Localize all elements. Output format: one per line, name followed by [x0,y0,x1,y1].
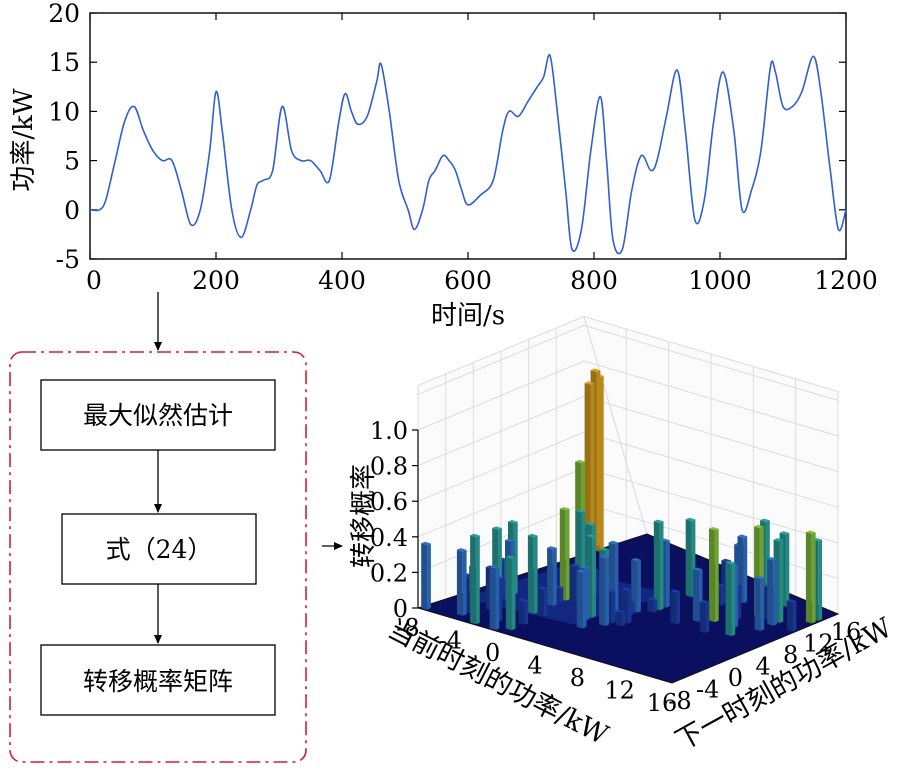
prob-bar [805,530,816,624]
x3-tick-label: -8 [396,614,419,642]
mle-box-label: 最大似然估计 [83,401,233,430]
y3-tick-label: 12 [803,630,834,658]
x-tick-label: 600 [444,266,492,295]
x3-tick-label: -4 [439,627,462,655]
prob-bar [754,575,765,631]
prob-bar [470,533,480,625]
3d-bars [421,368,822,637]
x-tick-label: 1000 [688,266,752,295]
y-tick-label: 20 [48,0,80,28]
prob-bar [699,600,710,633]
x-tick-label: 400 [318,266,366,295]
z-tick-label: 0 [393,595,408,623]
y-tick-label: 0 [64,196,80,225]
y-tick-label: 5 [64,147,80,176]
prob-bar [615,609,626,627]
y3-tick-label: 0 [728,664,743,692]
prob-bar [518,598,529,625]
prob-bar [786,599,797,632]
prob-bar [767,557,777,626]
z-tick-label: 0.6 [370,488,408,516]
x-axis-label: 时间/s [431,301,505,331]
z-tick-group: 0 0.2 0.4 0.6 0.8 1.0 [370,417,419,623]
x3-tick-label: 12 [604,677,635,705]
mle-box [40,379,276,451]
transition-matrix-box [40,644,276,716]
x-tick-label: 200 [192,266,240,295]
prob-bar [653,519,664,611]
plot-frame [89,12,847,260]
y3-tick-label: 16 [831,618,862,646]
x-tick-label: 800 [570,266,618,295]
z-tick-label: 0.4 [370,524,408,552]
y-tick-group: -5 0 5 10 15 20 [48,0,846,274]
power-series-line [89,54,847,255]
prob-bar [725,560,736,637]
prob-bar [647,597,658,613]
prob-bar [559,507,570,601]
transition-probability-3d-chart: 00.20.40.60.81.0 -8 -4 0 4 8 12 16 -8 -4 0 4 8 1216… [349,315,898,757]
prob-bar [631,558,641,613]
x-tick-group: 0 200 400 600 800 1000 1200 [86,13,878,295]
flowchart: 最大似然估计 式（24） 转移概率矩阵 [9,292,343,763]
prob-bar [584,381,595,563]
x3-tick-label: 16 [647,689,678,717]
y3-tick-label: -8 [668,687,691,715]
prob-bar [537,586,548,617]
z-tick-label: 0.2 [370,559,408,587]
prob-bar [576,569,587,629]
prob-bar [489,565,500,630]
x-tick-group-3d: -8 -4 0 4 8 12 16 [396,614,677,717]
z-tick-label: 0.8 [370,453,408,481]
equation-box-label: 式（24） [106,535,213,564]
prob-bar [709,527,719,623]
x3-tick-label: 8 [570,664,585,692]
prob-bar [670,589,680,625]
transition-matrix-box-label: 转移概率矩阵 [83,667,233,696]
y-axis-label: 功率/kW [9,88,39,192]
prob-bar [421,541,431,610]
prob-bar [527,533,538,614]
y3-tick-label: -4 [696,676,719,704]
prob-bar [547,546,557,607]
x3-tick-label: 0 [485,639,500,667]
prob-bar [505,555,516,631]
dashdot-frame [9,351,307,763]
x3-tick-label: 4 [527,652,542,680]
y-tick-label: 15 [48,48,80,77]
z-tick-label: 1.0 [370,417,408,445]
y3-tick-label: 8 [783,641,798,669]
y-tick-label: 10 [48,97,80,126]
equation-box [61,513,257,585]
z-axis-label: 转移概率 [349,464,379,568]
y3-tick-label: 4 [755,653,770,681]
prob-bar [456,548,467,616]
x-tick-label: 1200 [814,266,878,295]
x-tick-label: 0 [86,266,102,295]
y-tick-label: -5 [56,245,80,274]
prob-bar [599,555,609,626]
